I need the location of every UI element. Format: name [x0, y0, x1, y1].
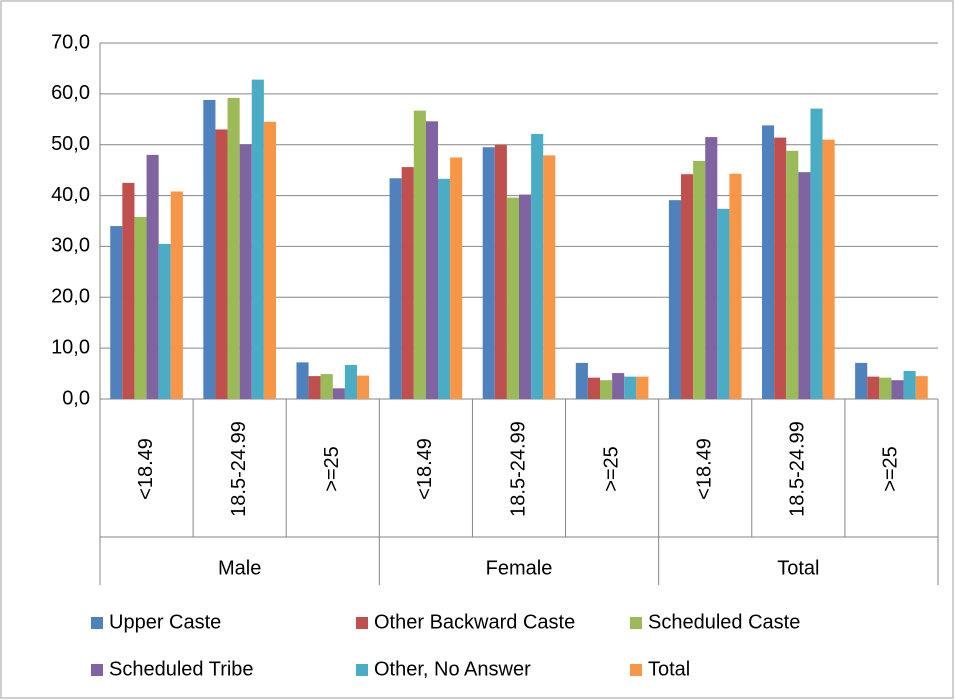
bar — [575, 362, 588, 399]
bar — [693, 160, 706, 399]
y-tick-label: 50,0 — [51, 133, 90, 155]
legend-swatch — [91, 617, 103, 629]
legend-label: Other, No Answer — [374, 658, 531, 680]
y-tick-label: 70,0 — [51, 31, 90, 53]
x-tick-label: 18.5-24.99 — [507, 421, 529, 517]
bar — [705, 137, 718, 400]
bar — [356, 375, 370, 399]
legend-swatch — [356, 664, 368, 676]
x-tick-label: >=25 — [600, 446, 622, 492]
y-tick-label: 40,0 — [51, 184, 90, 206]
bar — [668, 200, 682, 399]
x-tick-label: 18.5-24.99 — [228, 421, 250, 517]
x-tick-label: >=25 — [321, 446, 343, 492]
x-tick-label: <18.49 — [135, 438, 157, 500]
group-label: Male — [218, 557, 261, 579]
bar — [308, 376, 321, 399]
bar — [296, 362, 309, 399]
bar — [810, 108, 823, 399]
bar — [122, 182, 135, 399]
x-tick-label: 18.5-24.99 — [787, 421, 809, 517]
bar — [170, 191, 183, 399]
legend-swatch — [91, 664, 103, 676]
bar — [798, 172, 811, 399]
bar — [251, 79, 264, 400]
bar — [519, 194, 532, 399]
bar — [531, 134, 544, 399]
bar — [506, 197, 519, 399]
bar — [762, 125, 775, 399]
bar — [239, 144, 252, 399]
bar — [786, 150, 799, 399]
bar — [425, 121, 438, 399]
bar — [413, 110, 426, 399]
group-label: Total — [777, 557, 819, 579]
legend-label: Scheduled Caste — [648, 611, 800, 633]
y-tick-label: 20,0 — [51, 286, 90, 308]
y-tick-label: 10,0 — [51, 336, 90, 358]
bar — [587, 377, 601, 399]
legend-swatch — [356, 617, 368, 629]
bar — [903, 371, 916, 399]
bar — [110, 226, 123, 399]
bar — [600, 380, 613, 399]
y-tick-label: 30,0 — [51, 235, 90, 257]
bar — [401, 167, 414, 399]
legend-label: Total — [648, 658, 690, 680]
bar — [344, 364, 357, 399]
bar — [203, 99, 216, 400]
bar — [879, 377, 892, 399]
bar — [494, 144, 507, 399]
bar — [263, 121, 276, 399]
bar — [158, 243, 171, 399]
bar — [332, 388, 345, 399]
bar — [482, 147, 495, 399]
bar — [389, 178, 402, 399]
legend-label: Scheduled Tribe — [109, 658, 254, 680]
bar — [437, 178, 451, 399]
y-tick-label: 60,0 — [51, 82, 90, 104]
bar — [915, 376, 928, 399]
bar — [822, 139, 835, 399]
bar — [134, 216, 147, 399]
bar — [774, 137, 787, 399]
bar — [729, 173, 742, 399]
bar — [855, 362, 868, 399]
group-label: Female — [486, 557, 553, 579]
legend-label: Upper Caste — [109, 611, 221, 633]
legend-swatch — [630, 617, 642, 629]
bar — [681, 174, 694, 399]
bar — [891, 380, 904, 399]
x-tick-label: <18.49 — [694, 438, 716, 500]
bar — [215, 129, 228, 399]
bar — [320, 374, 333, 399]
bar — [146, 154, 159, 399]
bar — [227, 97, 240, 399]
bar — [543, 155, 556, 399]
x-tick-label: <18.49 — [414, 438, 436, 500]
y-tick-label: 0,0 — [62, 387, 90, 409]
bar — [717, 208, 730, 399]
legend-label: Other Backward Caste — [374, 611, 575, 633]
bar — [450, 157, 463, 399]
x-tick-label: >=25 — [880, 446, 902, 492]
bar — [612, 373, 625, 399]
legend-swatch — [630, 664, 642, 676]
bar — [636, 376, 649, 399]
bar — [624, 376, 637, 399]
bar — [867, 376, 880, 399]
